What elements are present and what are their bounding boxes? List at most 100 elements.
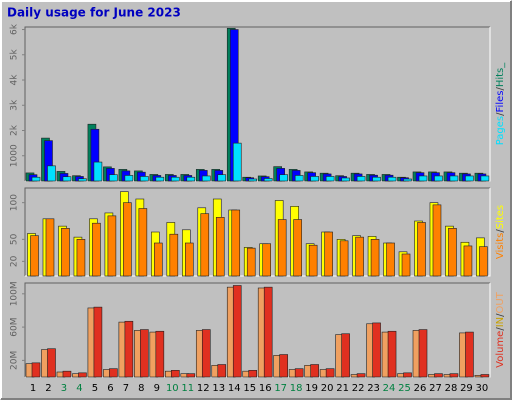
x-tick-label: 20 [321,383,334,394]
x-tick-label: 7 [123,383,129,394]
legend-entry: Sites [495,205,506,229]
bar [403,178,412,182]
x-tick-label: 14 [228,383,241,394]
x-tick-label: 18 [290,383,303,394]
bar [372,176,381,182]
bar [465,331,474,378]
x-tick-label: 28 [445,383,458,394]
bar [186,373,196,378]
bar [215,217,225,277]
bar [449,175,459,182]
bar [200,213,210,277]
bar [434,175,443,182]
bar [124,175,134,182]
legend-entry: Files [495,91,506,113]
bar [294,175,304,182]
x-tick-label: 26 [414,383,427,394]
bar [169,233,179,277]
bar [123,202,132,277]
x-tick-label: 24 [383,383,396,394]
bar [246,247,256,277]
bar [294,368,304,378]
x-tick-label: 13 [212,383,225,394]
bar [93,306,103,378]
y-tick-label: 5k [10,49,20,61]
bar [465,175,474,182]
bar [109,174,118,182]
bar [356,176,366,182]
bar [279,354,288,378]
x-tick-label: 6 [107,383,113,394]
bar [325,176,335,182]
x-tick-label: 22 [352,383,365,394]
legend: Visits/Sites [495,205,506,259]
x-tick-label: 17 [274,383,287,394]
bar [248,178,258,182]
legend-entry: Pages [495,116,506,145]
bar [463,245,473,277]
bar [341,333,350,378]
bar [76,239,86,277]
bar [140,329,149,378]
bar [372,322,381,378]
bar [449,373,459,378]
bar [231,209,241,277]
y-tick-label: 20M [10,351,20,370]
bar [47,348,56,378]
bar [232,285,242,378]
bar [92,222,101,277]
legend-entry: IN [495,317,506,327]
legend: Pages/Files/Hits_ [495,62,506,146]
x-tick-label: 19 [305,383,318,394]
bar [154,242,163,277]
bar [310,176,319,182]
x-tick-label: 10 [166,383,179,394]
bar [325,368,335,378]
bar [138,208,148,277]
bar [31,176,41,182]
bar [434,373,443,378]
plot-area [25,188,490,276]
bar [78,372,87,378]
y-tick-label: 6k [10,23,20,35]
plot-border-dark [24,26,490,181]
bar [432,204,442,277]
x-tick-label: 4 [76,383,82,394]
x-tick-label: 21 [336,383,349,394]
legend-separator: / [495,87,506,91]
bar [480,175,490,182]
y-tick-label: 50 [10,233,20,245]
bar [418,175,428,182]
x-tick-label: 2 [45,383,51,394]
bar [109,368,118,378]
bar [232,142,242,182]
legend: Volume/IN/OUT [495,291,506,368]
bar [341,177,350,182]
bar [124,320,134,378]
bar [31,362,41,378]
x-tick-label: 11 [181,383,194,394]
legend-entry: Hits_ [495,62,506,87]
bar [201,329,211,378]
bar [62,176,72,182]
bar [140,176,149,182]
x-tick-label: 9 [154,383,160,394]
x-tick-label: 12 [197,383,210,394]
bar [45,218,55,277]
bar [387,330,397,378]
legend-separator: / [495,112,506,116]
bar [293,219,302,277]
x-tick-label: 30 [476,383,489,394]
bar [324,231,333,277]
x-tick-label: 3 [61,383,67,394]
y-tick-label: 2k [10,124,20,136]
legend-entry: Visits [495,233,506,260]
x-tick-label: 23 [367,383,380,394]
bar [171,176,180,182]
bar [93,161,103,182]
bar [308,244,318,277]
legend-separator: / [495,313,506,317]
legend-separator: / [495,327,506,331]
